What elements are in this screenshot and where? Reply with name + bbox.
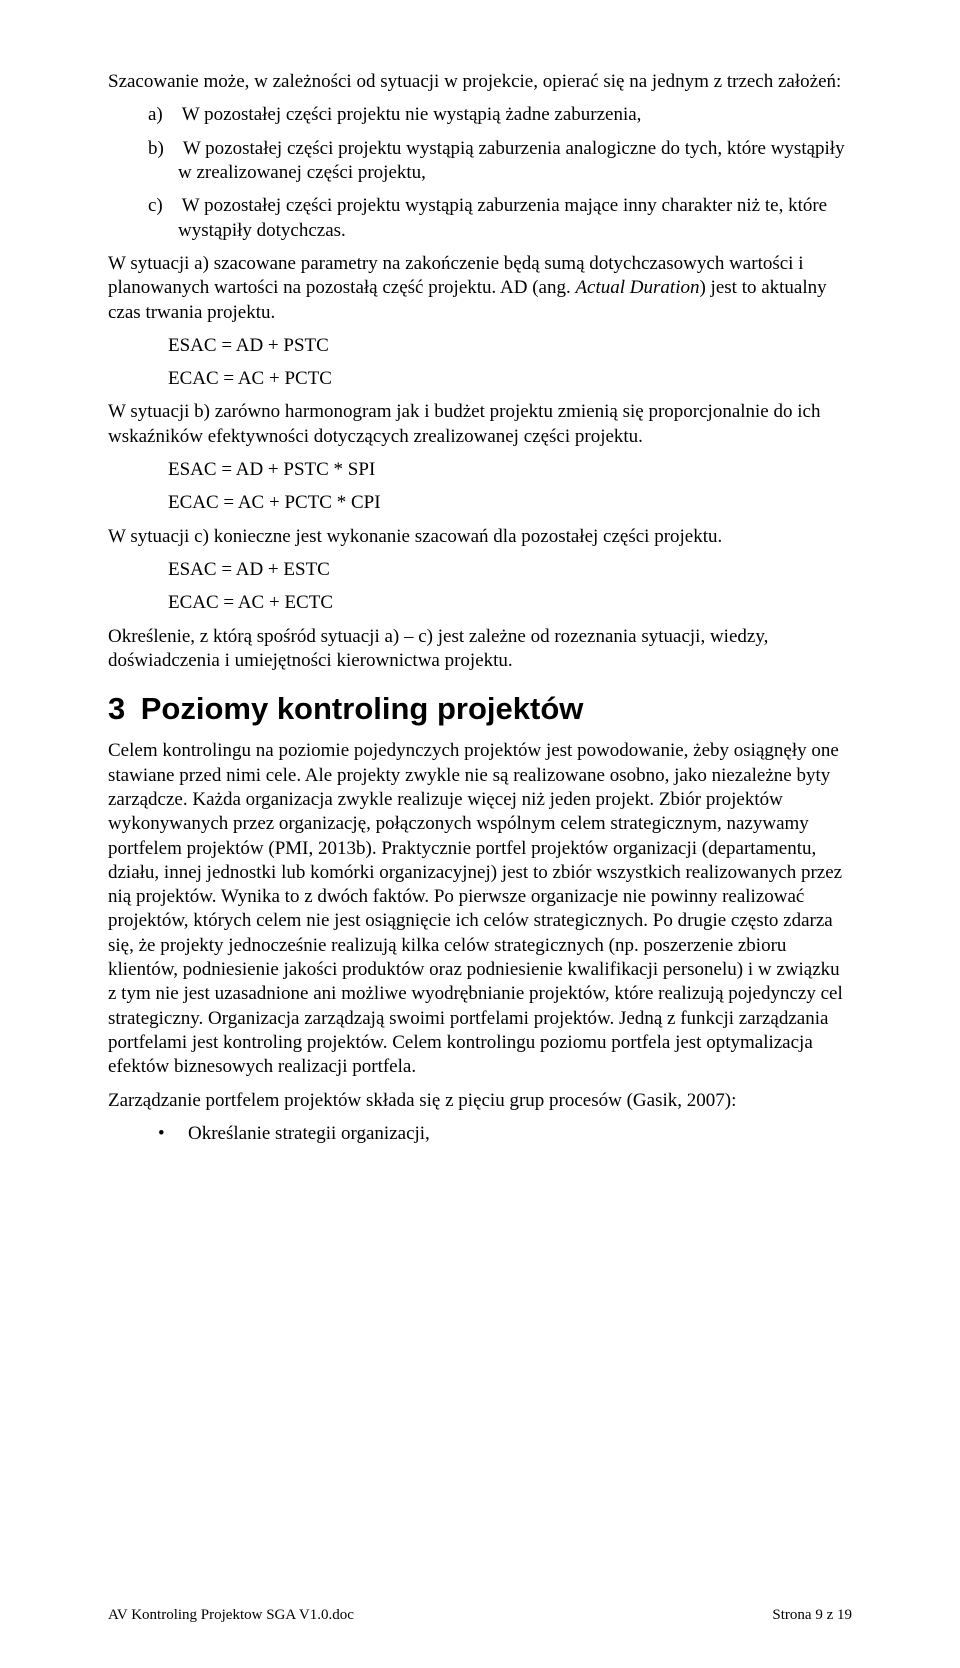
page-footer: AV Kontroling Projektow SGA V1.0.doc Str… [108,1607,852,1624]
paragraph-situation-b: W sytuacji b) zarówno harmonogram jak i … [108,400,852,449]
text-italic: Actual Duration [575,277,699,298]
paragraph-conclusion: Określenie, z którą spośród sytuacji a) … [108,625,852,674]
formula-esac-1: ESAC = AD + PSTC [108,334,852,358]
formula-ecac-2: ECAC = AC + PCTC * CPI [108,491,852,515]
paragraph-situation-a: W sytuacji a) szacowane parametry na zak… [108,252,852,325]
list-item-b: b) W pozostałej części projektu wystąpią… [108,137,852,186]
list-item-c: c) W pozostałej części projektu wystąpią… [108,194,852,243]
formula-ecac-3: ECAC = AC + ECTC [108,591,852,615]
paragraph-processes: Zarządzanie portfelem projektów składa s… [108,1089,852,1113]
footer-right: Strona 9 z 19 [772,1607,852,1624]
formula-esac-2: ESAC = AD + PSTC * SPI [108,458,852,482]
paragraph-situation-c: W sytuacji c) konieczne jest wykonanie s… [108,525,852,549]
document-page: Szacowanie może, w zależności od sytuacj… [0,0,960,1668]
bullet-item-1: Określanie strategii organizacji, [108,1122,852,1146]
paragraph-levels: Celem kontrolingu na poziomie pojedynczy… [108,739,852,1079]
heading-section-3: 3 Poziomy kontroling projektów [108,691,852,727]
footer-left: AV Kontroling Projektow SGA V1.0.doc [108,1607,354,1624]
formula-esac-3: ESAC = AD + ESTC [108,558,852,582]
formula-ecac-1: ECAC = AC + PCTC [108,367,852,391]
list-item-a: a) W pozostałej części projektu nie wyst… [108,103,852,127]
paragraph-intro: Szacowanie może, w zależności od sytuacj… [108,70,852,94]
